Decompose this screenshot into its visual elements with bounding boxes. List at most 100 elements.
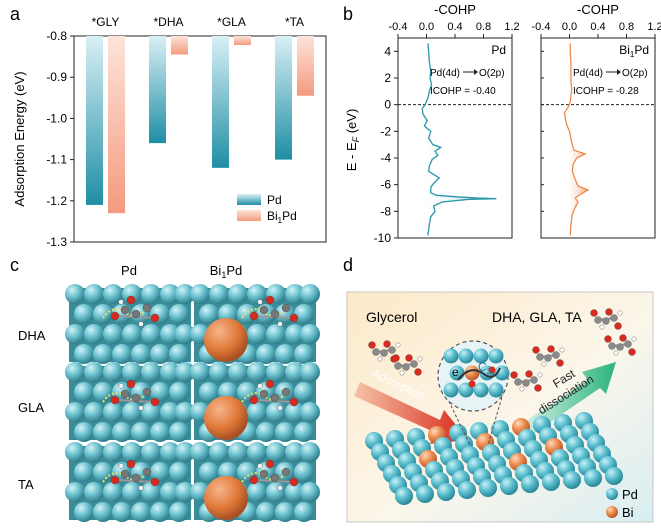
molecule-atom bbox=[602, 317, 610, 325]
pd-atom bbox=[275, 502, 295, 522]
pd-atom bbox=[103, 482, 123, 502]
molecule-atom bbox=[259, 305, 269, 315]
molecule-atom bbox=[614, 322, 622, 330]
tile-gla-bi1pd bbox=[190, 362, 320, 442]
pd-atom bbox=[112, 502, 132, 522]
oxygen-atom bbox=[468, 380, 476, 388]
pd-atom bbox=[247, 442, 267, 462]
pd-atom bbox=[266, 362, 286, 382]
cohp-line bbox=[563, 43, 590, 236]
pd-atom bbox=[294, 304, 314, 324]
molecule-atom bbox=[265, 295, 275, 305]
molecule-atom bbox=[131, 473, 141, 483]
pd-atom bbox=[93, 502, 113, 522]
pd-atom bbox=[112, 344, 132, 364]
pd-atom bbox=[160, 442, 180, 462]
pd-atom bbox=[275, 344, 295, 364]
bar-pd bbox=[86, 36, 103, 205]
pd-atom bbox=[84, 442, 104, 462]
pd-atom bbox=[93, 422, 113, 442]
molecule-atom bbox=[394, 362, 402, 370]
pd-atom bbox=[150, 502, 170, 522]
molecule-atom bbox=[604, 335, 612, 343]
pd-atom bbox=[131, 422, 151, 442]
pd-atom bbox=[300, 402, 320, 422]
molecule-atom bbox=[605, 308, 613, 316]
icohp-label: ICOHP = -0.28 bbox=[573, 86, 639, 97]
pd-atom bbox=[294, 462, 314, 482]
molecule-atom bbox=[414, 368, 422, 376]
pd-atom bbox=[141, 482, 161, 502]
pd-atom bbox=[443, 348, 459, 364]
y-tick-label: -0.9 bbox=[46, 70, 67, 84]
y-tick-label: -1.0 bbox=[46, 111, 67, 125]
molecule-atom bbox=[259, 389, 269, 399]
legend-bi-atom bbox=[606, 506, 618, 518]
legend: Pd Bi1Pd bbox=[237, 193, 297, 225]
pd-atom bbox=[103, 402, 123, 422]
molecule-atom bbox=[289, 477, 299, 487]
y-axis-label-energy: E - EF (eV) bbox=[344, 109, 361, 172]
pd-atom bbox=[122, 402, 142, 422]
pd-atom bbox=[84, 402, 104, 422]
molecule-atom bbox=[281, 303, 291, 313]
legend-pd-label: Pd bbox=[622, 487, 638, 502]
molecule-atom bbox=[534, 384, 542, 392]
molecule-atom bbox=[277, 485, 283, 491]
pd-atom bbox=[150, 382, 170, 402]
molecule-atom bbox=[590, 309, 598, 317]
molecule-atom bbox=[131, 393, 141, 403]
pd-atom bbox=[494, 365, 510, 381]
legend-swatch-bi1pd bbox=[237, 210, 261, 221]
molecule-atom bbox=[118, 383, 124, 389]
pd-atom bbox=[65, 482, 85, 502]
molecule-atom bbox=[249, 395, 259, 405]
molecule-atom bbox=[120, 469, 130, 479]
bar-bi1pd bbox=[234, 36, 251, 46]
category-label: *TA bbox=[285, 15, 304, 29]
molecule-atom bbox=[265, 379, 275, 389]
category-label: *GLA bbox=[217, 15, 246, 29]
molecule-atom bbox=[402, 363, 410, 371]
electron-label: e bbox=[452, 365, 459, 379]
pd-atom bbox=[103, 442, 123, 462]
col-header-pd: Pd bbox=[121, 263, 137, 278]
y-axis-ticks: -0.8 -0.9 -1.0 -1.1 -1.2 -1.3 bbox=[46, 29, 74, 249]
pd-atom bbox=[275, 422, 295, 442]
pd-atom bbox=[122, 324, 142, 344]
pd-atom bbox=[93, 344, 113, 364]
pd-atom bbox=[605, 467, 623, 485]
pd-atom bbox=[300, 482, 320, 502]
molecule-atom bbox=[259, 469, 269, 479]
molecule-atom bbox=[118, 463, 124, 469]
row-label-dha: DHA bbox=[18, 328, 46, 343]
molecule-atom bbox=[118, 299, 124, 305]
pd-atom bbox=[285, 402, 305, 422]
molecule-atom bbox=[110, 395, 120, 405]
pd-atom bbox=[65, 402, 85, 422]
x-tick-label: 0.0 bbox=[419, 21, 434, 33]
bar-pd bbox=[149, 36, 166, 144]
x-tick-label: 1.2 bbox=[647, 21, 661, 33]
pd-atom bbox=[169, 304, 189, 324]
pd-atom bbox=[458, 481, 476, 499]
pd-atom bbox=[160, 482, 180, 502]
molecule-atom bbox=[368, 341, 376, 349]
catalyst-slab bbox=[365, 412, 623, 505]
pd-atom bbox=[150, 344, 170, 364]
x-tick-label: 0.4 bbox=[590, 21, 605, 33]
x-tick-label: 1.2 bbox=[504, 21, 519, 33]
panel-d-label: d bbox=[343, 255, 353, 275]
bars bbox=[86, 36, 314, 214]
pd-atom bbox=[247, 482, 267, 502]
category-label: *DHA bbox=[153, 15, 183, 29]
pd-atom bbox=[93, 304, 113, 324]
pd-atom bbox=[285, 442, 305, 462]
pd-atom bbox=[74, 422, 94, 442]
molecule-atom bbox=[617, 310, 623, 316]
row-label-ta: TA bbox=[18, 477, 34, 492]
molecule-atom bbox=[277, 321, 283, 327]
pd-atom bbox=[74, 462, 94, 482]
pd-atom bbox=[458, 348, 474, 364]
molecule-atom bbox=[281, 387, 291, 397]
